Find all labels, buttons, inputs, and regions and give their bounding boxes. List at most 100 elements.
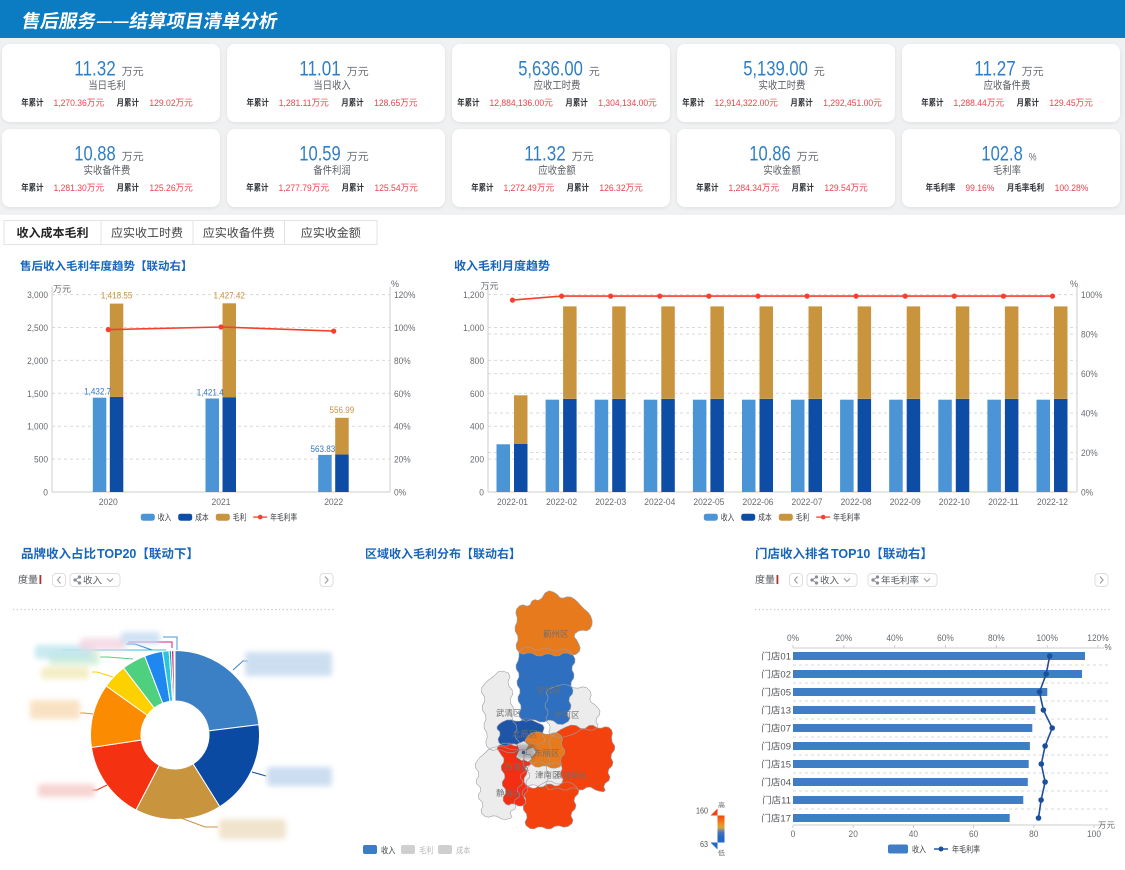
svg-text:60%: 60%	[937, 633, 954, 644]
svg-text:2022-11: 2022-11	[988, 497, 1018, 508]
svg-text:2022-09: 2022-09	[890, 497, 921, 508]
svg-text:800: 800	[470, 356, 484, 367]
svg-text:60%: 60%	[1081, 369, 1098, 380]
svg-text:129.02: 129.02	[149, 98, 175, 109]
svg-text:5,636.00: 5,636.00	[518, 57, 583, 80]
svg-text:12,884,136.00: 12,884,136.00	[490, 98, 545, 109]
svg-text:128.65: 128.65	[374, 98, 400, 109]
svg-text:20%: 20%	[1081, 448, 1098, 459]
svg-text:01: 01	[780, 652, 791, 663]
svg-text:2022-02: 2022-02	[546, 497, 577, 508]
svg-text:2,500: 2,500	[27, 323, 48, 334]
svg-text:10.86: 10.86	[749, 142, 790, 165]
svg-text:100%: 100%	[1081, 290, 1103, 301]
svg-text:TOP10: TOP10	[831, 547, 870, 561]
svg-text:2022-06: 2022-06	[743, 497, 774, 508]
svg-text:2022-07: 2022-07	[792, 497, 823, 508]
svg-text:3,000: 3,000	[27, 290, 48, 301]
svg-text:100%: 100%	[394, 323, 416, 334]
svg-text:2022-04: 2022-04	[644, 497, 675, 508]
svg-text:40: 40	[909, 829, 918, 840]
svg-text:125.54: 125.54	[374, 183, 400, 194]
svg-text:11.01: 11.01	[299, 57, 340, 80]
svg-text:0%: 0%	[1081, 488, 1094, 499]
svg-text:400: 400	[470, 422, 484, 433]
svg-text:05: 05	[780, 688, 791, 699]
svg-text:63: 63	[700, 840, 708, 849]
svg-text:10.88: 10.88	[74, 142, 115, 165]
svg-text:2022-10: 2022-10	[939, 497, 970, 508]
svg-text:80: 80	[1029, 829, 1038, 840]
svg-text:20%: 20%	[835, 633, 852, 644]
svg-text:5,139.00: 5,139.00	[743, 57, 808, 80]
svg-text:80%: 80%	[394, 356, 411, 367]
svg-text:129.45: 129.45	[1049, 98, 1075, 109]
svg-text:%: %	[1029, 151, 1037, 163]
svg-text:2022-03: 2022-03	[595, 497, 626, 508]
svg-text:1,421.4: 1,421.4	[197, 388, 224, 398]
svg-text:1,427.42: 1,427.42	[213, 290, 245, 300]
svg-text:60: 60	[969, 829, 978, 840]
svg-text:125.26: 125.26	[149, 183, 175, 194]
svg-text:15: 15	[780, 760, 791, 771]
svg-text:60%: 60%	[394, 389, 411, 400]
svg-text:1,284.34: 1,284.34	[729, 183, 762, 194]
svg-text:09: 09	[780, 742, 791, 753]
svg-text:100.28%: 100.28%	[1055, 183, 1089, 194]
svg-text:40%: 40%	[1081, 409, 1098, 420]
svg-text:12,914,322.00: 12,914,322.00	[715, 98, 770, 109]
svg-text:2022: 2022	[324, 497, 343, 508]
svg-text:1,500: 1,500	[27, 389, 48, 400]
svg-text:126.32: 126.32	[599, 183, 625, 194]
svg-text:1,281.11: 1,281.11	[279, 98, 312, 109]
svg-text:200: 200	[470, 455, 484, 466]
svg-text:1,000: 1,000	[27, 422, 48, 433]
svg-text:0%: 0%	[394, 488, 407, 499]
svg-text:11.27: 11.27	[974, 57, 1015, 80]
svg-text:%: %	[391, 279, 399, 289]
svg-text:1,288.44: 1,288.44	[954, 98, 987, 109]
svg-text:80%: 80%	[988, 633, 1005, 644]
svg-text:1,270.36: 1,270.36	[54, 98, 87, 109]
svg-text:2021: 2021	[212, 497, 231, 508]
svg-text:40%: 40%	[394, 422, 411, 433]
svg-text:20%: 20%	[394, 455, 411, 466]
svg-text:2022-12: 2022-12	[1037, 497, 1068, 508]
svg-text:1,272.49: 1,272.49	[504, 183, 537, 194]
svg-text:2022-08: 2022-08	[841, 497, 872, 508]
svg-text:80%: 80%	[1081, 330, 1098, 341]
svg-text:1,277.79: 1,277.79	[279, 183, 312, 194]
svg-text:11.32: 11.32	[524, 142, 565, 165]
svg-text:0: 0	[43, 488, 48, 499]
svg-text:17: 17	[780, 814, 791, 825]
svg-text:0%: 0%	[787, 633, 800, 644]
svg-text:02: 02	[780, 670, 791, 681]
svg-text:2,000: 2,000	[27, 356, 48, 367]
svg-text:120%: 120%	[394, 290, 416, 301]
svg-text:1,292,451.00: 1,292,451.00	[823, 98, 873, 109]
svg-text:11: 11	[781, 796, 791, 807]
svg-text:1,281.30: 1,281.30	[54, 183, 87, 194]
svg-text:2022-05: 2022-05	[693, 497, 724, 508]
svg-text:13: 13	[780, 706, 791, 717]
svg-text:20: 20	[849, 829, 858, 840]
svg-text:563.83: 563.83	[311, 444, 336, 454]
svg-text:160: 160	[696, 807, 708, 816]
svg-text:10.59: 10.59	[299, 142, 340, 165]
svg-text:2022-01: 2022-01	[497, 497, 528, 508]
svg-text:1,000: 1,000	[463, 323, 484, 334]
svg-text:1,304,134.00: 1,304,134.00	[598, 98, 648, 109]
svg-text:99.16%: 99.16%	[965, 183, 994, 194]
svg-text:0: 0	[479, 488, 484, 499]
svg-text:1,432.7: 1,432.7	[84, 387, 111, 397]
svg-text:1,418.55: 1,418.55	[101, 291, 133, 301]
svg-text:%: %	[1104, 643, 1111, 652]
svg-text:%: %	[1070, 279, 1078, 289]
svg-text:600: 600	[470, 389, 484, 400]
svg-text:100: 100	[1087, 829, 1101, 840]
svg-text:120%: 120%	[1087, 633, 1109, 644]
svg-text:1,200: 1,200	[463, 290, 484, 301]
svg-text:04: 04	[780, 778, 791, 789]
svg-text:11.32: 11.32	[74, 57, 115, 80]
svg-text:102.8: 102.8	[981, 142, 1022, 165]
